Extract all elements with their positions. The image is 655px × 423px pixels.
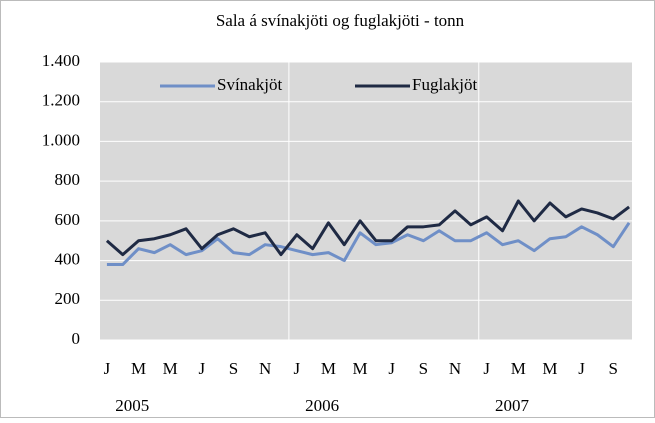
x-tick-label: M [511,359,526,378]
y-tick-label: 0 [72,329,81,348]
x-tick-label: M [542,359,557,378]
legend-label: Svínakjöt [217,75,282,94]
plot-area [100,62,632,340]
y-tick-label: 1.000 [42,130,80,149]
year-label: 2006 [305,396,339,415]
x-tick-label: J [483,359,490,378]
x-tick-label: J [388,359,395,378]
x-tick-label: J [578,359,585,378]
x-tick-label: S [419,359,428,378]
x-tick-label: N [259,359,271,378]
x-tick-label: N [449,359,461,378]
series-line [106,222,631,267]
y-tick-label: 800 [55,170,81,189]
legend-label: Fuglakjöt [412,75,477,94]
x-tick-label: M [131,359,146,378]
y-tick-label: 1.400 [42,51,80,70]
series-line [105,199,630,257]
x-tick-label: J [199,359,206,378]
x-tick-label: S [609,359,618,378]
year-label: 2007 [495,396,530,415]
x-tick-label: M [321,359,336,378]
y-tick-label: 200 [55,289,81,308]
x-tick-label: M [353,359,368,378]
x-tick-label: S [229,359,238,378]
y-tick-label: 600 [55,210,81,229]
chart-title: Sala á svínakjöti og fuglakjöti - tonn [216,11,465,30]
y-tick-label: 1.200 [42,91,80,110]
year-label: 2005 [115,396,149,415]
x-tick-label: J [293,359,300,378]
x-tick-label: J [104,359,111,378]
x-tick-label: M [163,359,178,378]
y-tick-label: 400 [55,249,81,268]
